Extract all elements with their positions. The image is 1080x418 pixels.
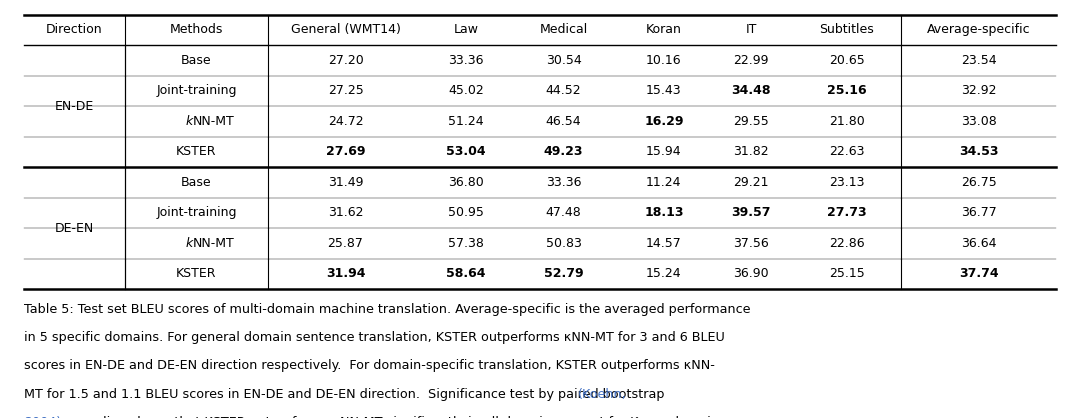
Text: 15.24: 15.24 bbox=[646, 268, 681, 280]
Text: 34.48: 34.48 bbox=[731, 84, 771, 97]
Text: Medical: Medical bbox=[539, 23, 588, 36]
Text: 37.74: 37.74 bbox=[959, 268, 999, 280]
Text: k: k bbox=[186, 237, 193, 250]
Text: 58.64: 58.64 bbox=[446, 268, 486, 280]
Text: in 5 specific domains. For general domain sentence translation, KSTER outperform: in 5 specific domains. For general domai… bbox=[24, 331, 725, 344]
Text: 15.43: 15.43 bbox=[646, 84, 681, 97]
Text: 36.77: 36.77 bbox=[961, 206, 997, 219]
Text: Joint-training: Joint-training bbox=[157, 206, 237, 219]
Text: (Koehn,: (Koehn, bbox=[578, 388, 626, 401]
Text: 37.56: 37.56 bbox=[733, 237, 769, 250]
Text: 32.92: 32.92 bbox=[961, 84, 997, 97]
Text: 44.52: 44.52 bbox=[545, 84, 581, 97]
Text: resampling shows that KSTER outperforms κNN-MT significantly in all domains exce: resampling shows that KSTER outperforms … bbox=[52, 416, 719, 418]
Text: 36.90: 36.90 bbox=[733, 268, 769, 280]
Text: Direction: Direction bbox=[46, 23, 103, 36]
Text: Subtitles: Subtitles bbox=[820, 23, 874, 36]
Text: 45.02: 45.02 bbox=[448, 84, 484, 97]
Text: NN-MT: NN-MT bbox=[193, 115, 235, 128]
Text: KSTER: KSTER bbox=[176, 145, 217, 158]
Text: 26.75: 26.75 bbox=[961, 176, 997, 189]
Text: Law: Law bbox=[454, 23, 478, 36]
Text: 33.36: 33.36 bbox=[545, 176, 581, 189]
Text: 51.24: 51.24 bbox=[448, 115, 484, 128]
Text: 34.53: 34.53 bbox=[959, 145, 999, 158]
Text: Methods: Methods bbox=[170, 23, 224, 36]
Text: 15.94: 15.94 bbox=[646, 145, 681, 158]
Text: 33.08: 33.08 bbox=[961, 115, 997, 128]
Text: Joint-training: Joint-training bbox=[157, 84, 237, 97]
Text: 27.20: 27.20 bbox=[327, 54, 364, 67]
Text: scores in EN-DE and DE-EN direction respectively.  For domain-specific translati: scores in EN-DE and DE-EN direction resp… bbox=[24, 359, 715, 372]
Text: 57.38: 57.38 bbox=[448, 237, 484, 250]
Text: Koran: Koran bbox=[646, 23, 681, 36]
Text: 50.95: 50.95 bbox=[448, 206, 484, 219]
Text: 30.54: 30.54 bbox=[545, 54, 581, 67]
Text: Table 5: Test set BLEU scores of multi-domain machine translation. Average-speci: Table 5: Test set BLEU scores of multi-d… bbox=[24, 303, 751, 316]
Text: 23.13: 23.13 bbox=[829, 176, 865, 189]
Text: 29.55: 29.55 bbox=[733, 115, 769, 128]
Text: 2004): 2004) bbox=[24, 416, 60, 418]
Text: Base: Base bbox=[181, 176, 212, 189]
Text: DE-EN: DE-EN bbox=[55, 222, 94, 235]
Text: 31.49: 31.49 bbox=[328, 176, 363, 189]
Text: IT: IT bbox=[745, 23, 757, 36]
Text: 25.15: 25.15 bbox=[829, 268, 865, 280]
Text: 47.48: 47.48 bbox=[545, 206, 581, 219]
Text: 23.54: 23.54 bbox=[961, 54, 997, 67]
Text: 39.57: 39.57 bbox=[731, 206, 771, 219]
Text: Average-specific: Average-specific bbox=[927, 23, 1030, 36]
Text: 36.64: 36.64 bbox=[961, 237, 997, 250]
Text: 25.16: 25.16 bbox=[827, 84, 866, 97]
Text: NN-MT: NN-MT bbox=[193, 237, 235, 250]
Text: 53.04: 53.04 bbox=[446, 145, 486, 158]
Text: EN-DE: EN-DE bbox=[55, 99, 94, 113]
Text: 21.80: 21.80 bbox=[829, 115, 865, 128]
Text: 16.29: 16.29 bbox=[644, 115, 684, 128]
Text: KSTER: KSTER bbox=[176, 268, 217, 280]
Text: 33.36: 33.36 bbox=[448, 54, 484, 67]
Text: k: k bbox=[186, 115, 193, 128]
Text: 11.24: 11.24 bbox=[646, 176, 681, 189]
Text: Base: Base bbox=[181, 54, 212, 67]
Text: 22.86: 22.86 bbox=[829, 237, 865, 250]
Text: 27.69: 27.69 bbox=[326, 145, 365, 158]
Text: 52.79: 52.79 bbox=[543, 268, 583, 280]
Text: 27.25: 27.25 bbox=[327, 84, 364, 97]
Text: 10.16: 10.16 bbox=[646, 54, 681, 67]
Text: 49.23: 49.23 bbox=[543, 145, 583, 158]
Text: 14.57: 14.57 bbox=[646, 237, 681, 250]
Text: 25.87: 25.87 bbox=[327, 237, 364, 250]
Text: 31.94: 31.94 bbox=[326, 268, 365, 280]
Text: 27.73: 27.73 bbox=[827, 206, 866, 219]
Text: 22.63: 22.63 bbox=[829, 145, 865, 158]
Text: 50.83: 50.83 bbox=[545, 237, 581, 250]
Text: 31.62: 31.62 bbox=[328, 206, 363, 219]
Text: 36.80: 36.80 bbox=[448, 176, 484, 189]
Text: General (WMT14): General (WMT14) bbox=[291, 23, 401, 36]
Text: MT for 1.5 and 1.1 BLEU scores in EN-DE and DE-EN direction.  Significance test : MT for 1.5 and 1.1 BLEU scores in EN-DE … bbox=[24, 388, 669, 401]
Text: 20.65: 20.65 bbox=[829, 54, 865, 67]
Text: 31.82: 31.82 bbox=[733, 145, 769, 158]
Text: 22.99: 22.99 bbox=[733, 54, 769, 67]
Text: 24.72: 24.72 bbox=[327, 115, 363, 128]
Text: 18.13: 18.13 bbox=[644, 206, 684, 219]
Text: 29.21: 29.21 bbox=[733, 176, 769, 189]
Text: 46.54: 46.54 bbox=[545, 115, 581, 128]
